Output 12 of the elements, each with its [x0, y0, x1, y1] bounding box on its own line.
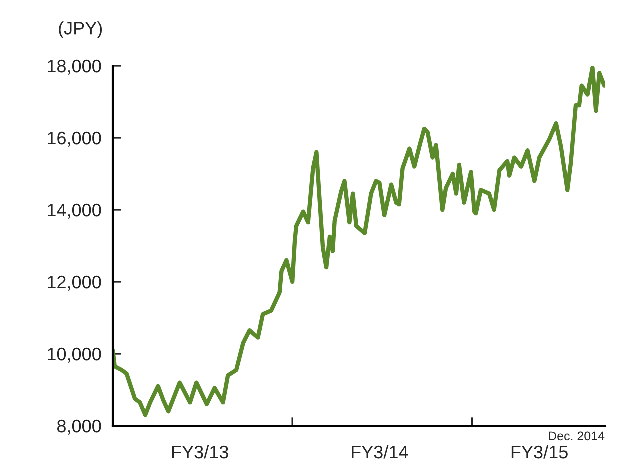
y-tick-label: 16,000 — [48, 132, 102, 147]
x-tick-label: FY3/14 — [352, 445, 408, 459]
y-tick-label: 10,000 — [48, 348, 102, 363]
text: Dec. 2014 — [549, 432, 605, 441]
y-tick-label: 12,000 — [48, 276, 102, 291]
y-axis-title: (JPY) — [59, 22, 102, 38]
y-tick-label: 8,000 — [57, 420, 102, 435]
line-series — [113, 66, 605, 418]
y-tick-label: 18,000 — [48, 60, 102, 75]
x-tick-label: FY3/13 — [172, 445, 228, 459]
x-tick-label: FY3/15 — [512, 445, 568, 459]
y-tick-label: 14,000 — [48, 204, 102, 219]
